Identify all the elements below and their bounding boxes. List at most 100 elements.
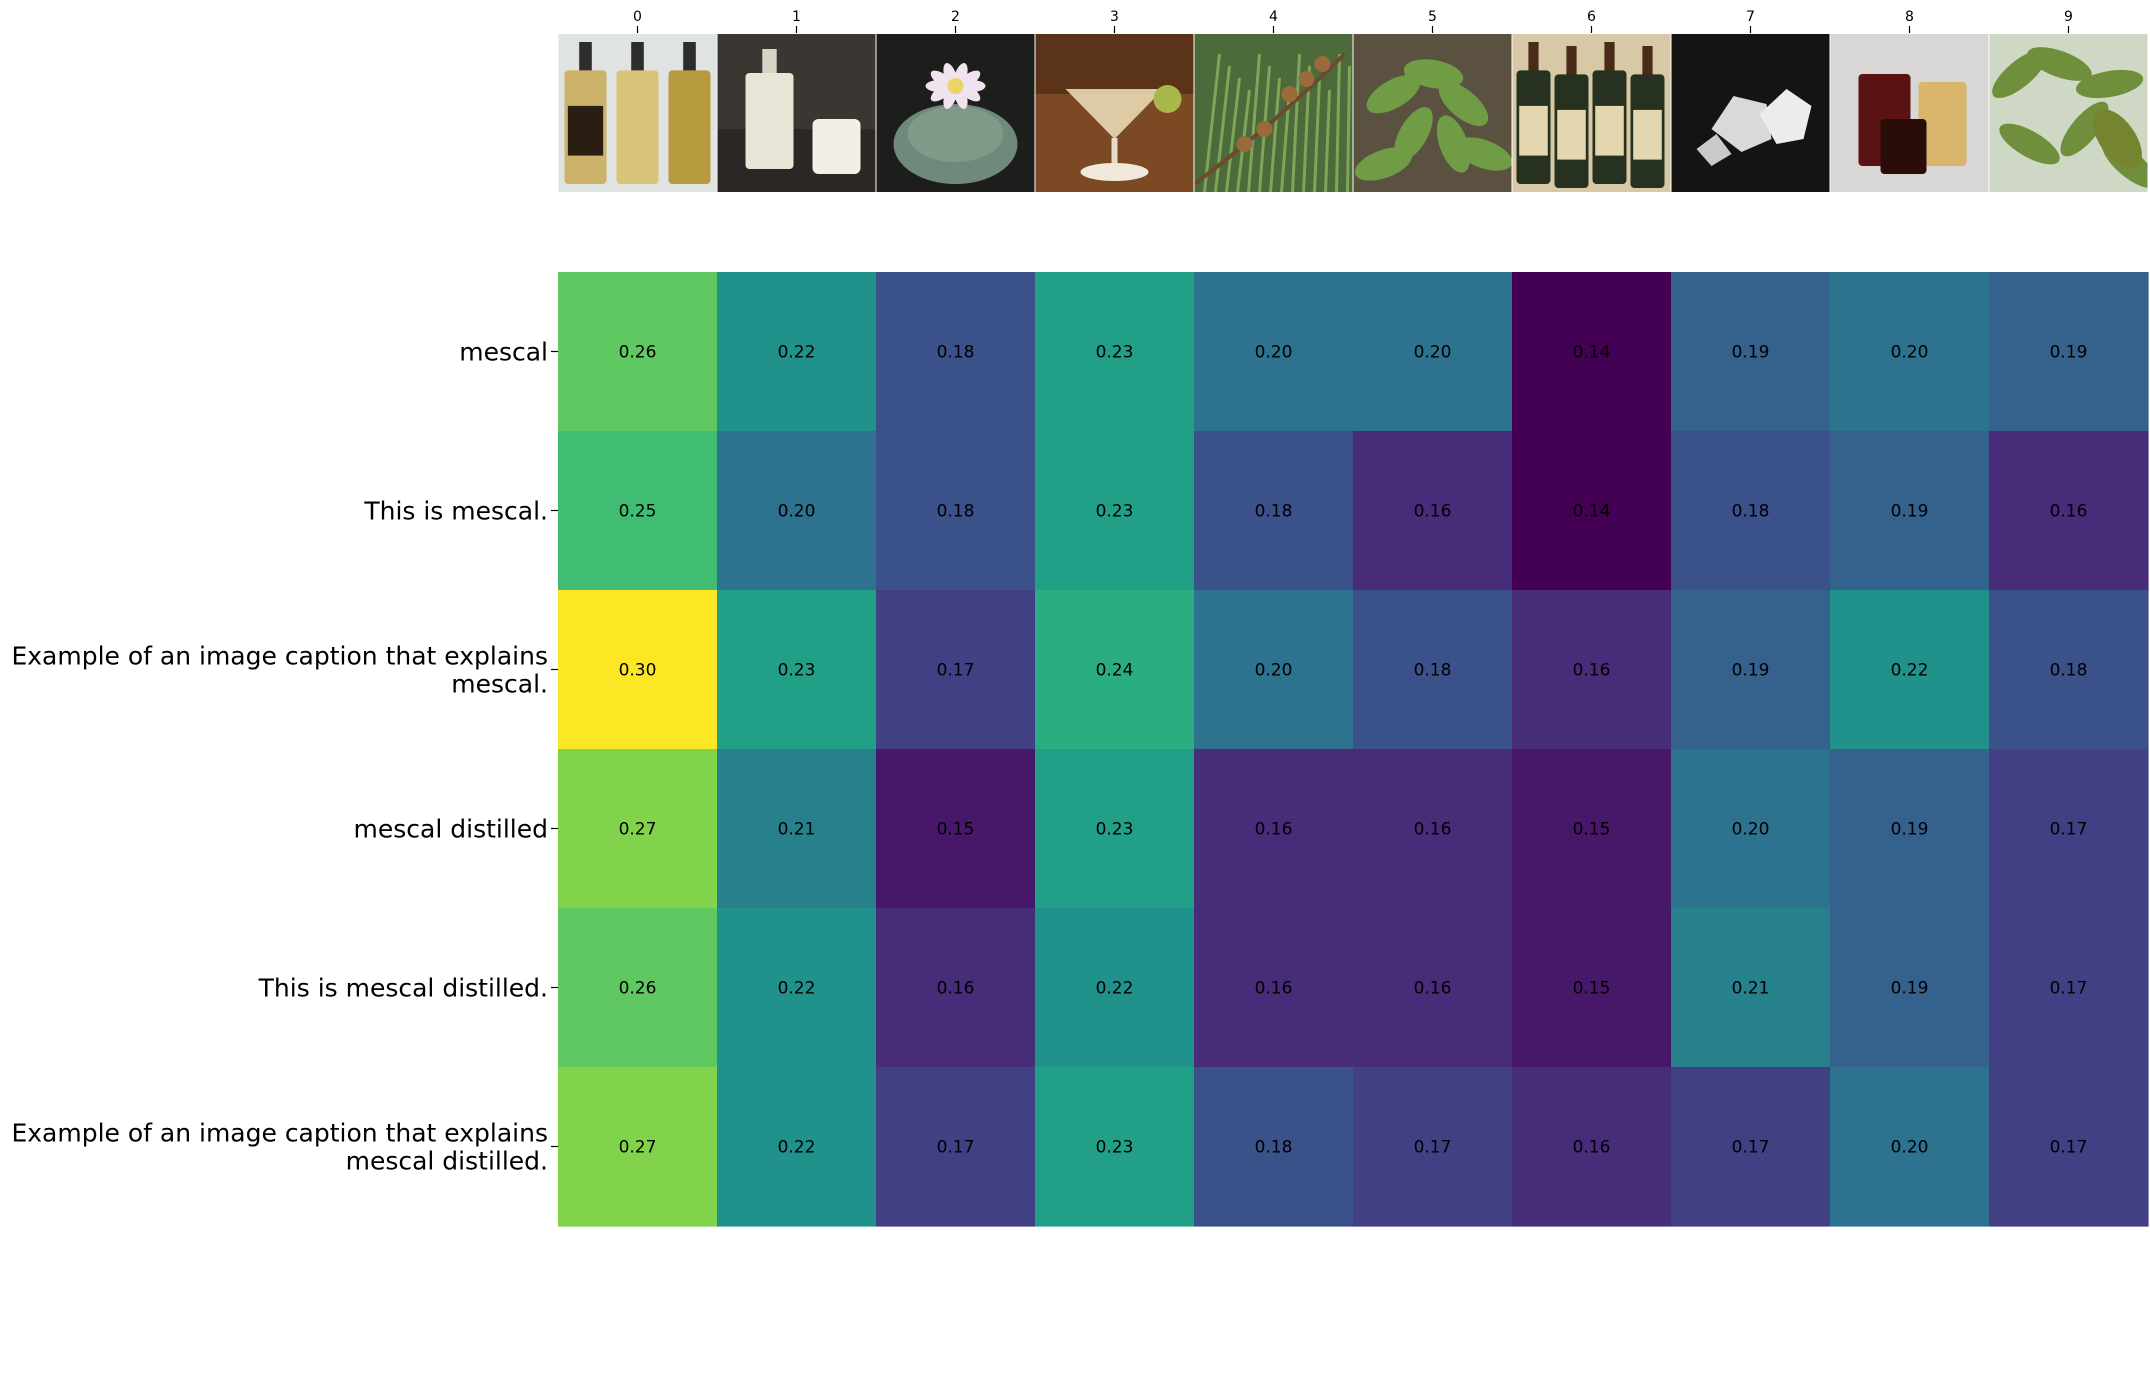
heatmap-cell — [1194, 749, 1354, 909]
cell-value-label: 0.19 — [1891, 820, 1929, 840]
heatmap-cell — [1353, 1067, 1513, 1227]
heatmap-cell — [1353, 908, 1513, 1068]
heatmap-cell — [1512, 1067, 1672, 1227]
heatmap-cell — [1353, 590, 1513, 750]
cell-value-label: 0.20 — [1891, 1138, 1929, 1158]
cell-value-label: 0.20 — [1732, 820, 1770, 840]
heatmap-cell — [717, 908, 877, 1068]
cell-value-label: 0.16 — [1414, 979, 1452, 999]
cell-value-label: 0.18 — [937, 343, 975, 363]
thumbnail-image-7: white crystal rocks on black background — [1671, 34, 1830, 192]
column-tick-label: 1 — [792, 9, 801, 25]
heatmap-cell — [1989, 272, 2149, 432]
cell-value-label: 0.18 — [2050, 661, 2088, 681]
image-thumbnails: three small bottles of amber mescal with… — [558, 34, 2148, 192]
cell-value-label: 0.18 — [1414, 661, 1452, 681]
column-tick-label: 0 — [633, 9, 642, 25]
cell-value-label: 0.18 — [1255, 1138, 1293, 1158]
heatmap-cell — [876, 1067, 1036, 1227]
heatmap-cell — [1512, 749, 1672, 909]
column-tick-label: 6 — [1587, 9, 1596, 25]
row-label: Example of an image caption that explain… — [11, 642, 548, 699]
cell-value-label: 0.18 — [1255, 502, 1293, 522]
heatmap-cell — [1035, 431, 1195, 591]
cell-value-label: 0.17 — [2050, 1138, 2088, 1158]
cell-value-label: 0.27 — [619, 820, 657, 840]
heatmap-cell — [1194, 908, 1354, 1068]
cell-value-label: 0.22 — [778, 343, 816, 363]
row-label: This is mescal distilled. — [258, 974, 548, 1003]
heatmap-cell — [876, 272, 1036, 432]
heatmap-cell — [1989, 431, 2149, 591]
heatmap-cell — [876, 590, 1036, 750]
heatmap-cell — [1671, 272, 1831, 432]
heatmap-cell — [1194, 590, 1354, 750]
cell-value-label: 0.22 — [1096, 979, 1134, 999]
cell-value-label: 0.20 — [1891, 343, 1929, 363]
column-tick-label: 4 — [1269, 9, 1278, 25]
thumbnail-image-3: cocktail glass with pale drink on a bar — [1035, 34, 1194, 192]
cell-value-label: 0.19 — [1732, 343, 1770, 363]
heatmap-cell — [558, 431, 718, 591]
thumbnail-image-1: glasses of white milky drink on a table — [717, 34, 876, 192]
cell-value-label: 0.17 — [1732, 1138, 1770, 1158]
heatmap-cell — [1353, 749, 1513, 909]
thumbnail-image-9: green leaves with hanging oval pod — [1989, 34, 2148, 192]
cell-value-label: 0.19 — [1732, 661, 1770, 681]
row-ticks: mescal This is mescal. Example of an image… — [11, 338, 558, 1176]
column-tick-label: 7 — [1746, 9, 1755, 25]
thumbnail-image-5: leafy green plants growing in soil — [1353, 34, 1512, 192]
heatmap-cell — [717, 431, 877, 591]
cell-value-label: 0.16 — [937, 979, 975, 999]
heatmap-cell — [1512, 908, 1672, 1068]
cell-value-label: 0.23 — [778, 661, 816, 681]
cell-value-label: 0.19 — [1891, 979, 1929, 999]
cell-value-label: 0.20 — [778, 502, 816, 522]
heatmap-cell — [1512, 431, 1672, 591]
row-label: Example of an image caption that explain… — [11, 1119, 548, 1176]
heatmap-cell — [1989, 1067, 2149, 1227]
heatmap-cell — [717, 590, 877, 750]
heatmap-cell — [558, 749, 718, 909]
column-tick-label: 5 — [1428, 9, 1437, 25]
cell-value-label: 0.25 — [619, 502, 657, 522]
heatmap-cell — [1830, 1067, 1990, 1227]
cell-value-label: 0.20 — [1255, 661, 1293, 681]
thumbnail-image-2: round green cactus with a pale pink flow… — [876, 34, 1035, 192]
heatmap-cell — [1194, 272, 1354, 432]
cell-value-label: 0.21 — [778, 820, 816, 840]
heatmap-cell — [1035, 590, 1195, 750]
heatmap-cell — [1671, 431, 1831, 591]
heatmap-cell — [1671, 1067, 1831, 1227]
cell-value-label: 0.18 — [937, 502, 975, 522]
cell-value-label: 0.15 — [937, 820, 975, 840]
heatmap-cell — [1830, 431, 1990, 591]
cell-value-label: 0.16 — [1255, 979, 1293, 999]
cell-value-label: 0.15 — [1573, 979, 1611, 999]
cell-value-label: 0.19 — [1891, 502, 1929, 522]
column-ticks: 0 1 2 3 4 5 6 7 8 9 — [633, 9, 2073, 33]
cell-value-label: 0.20 — [1414, 343, 1452, 363]
cell-value-label: 0.22 — [1891, 661, 1929, 681]
heatmap-cell — [717, 1067, 877, 1227]
heatmap-cell — [558, 908, 718, 1068]
heatmap-cell — [1830, 749, 1990, 909]
cell-value-label: 0.24 — [1096, 661, 1134, 681]
heatmap-cell — [1989, 908, 2149, 1068]
heatmap-cell — [558, 590, 718, 750]
cell-value-label: 0.26 — [619, 979, 657, 999]
column-tick-label: 3 — [1110, 9, 1119, 25]
heatmap-cell — [1194, 1067, 1354, 1227]
cell-value-label: 0.30 — [619, 661, 657, 681]
heatmap-cell — [1671, 908, 1831, 1068]
cell-value-label: 0.16 — [1414, 820, 1452, 840]
heatmap-cell — [1035, 272, 1195, 432]
column-tick-label: 2 — [951, 9, 960, 25]
heatmap-cell — [1989, 590, 2149, 750]
cell-value-label: 0.20 — [1255, 343, 1293, 363]
heatmap-cell — [1830, 590, 1990, 750]
cell-value-label: 0.16 — [2050, 502, 2088, 522]
cell-value-label: 0.23 — [1096, 502, 1134, 522]
